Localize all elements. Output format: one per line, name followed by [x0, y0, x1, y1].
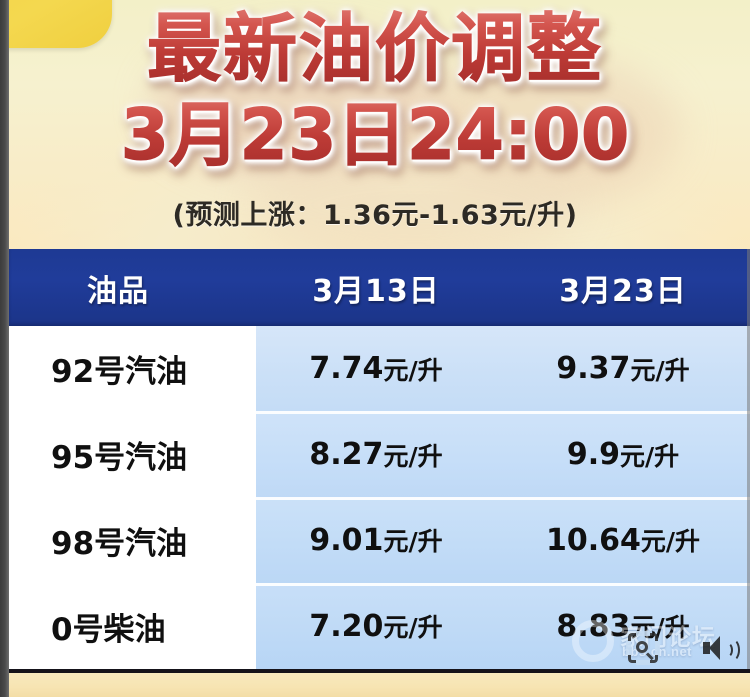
price-value: 8.83 — [556, 608, 631, 644]
table-body: 92号汽油 7.74 元/升 9.37 元/升 95号汽油 8.27 元/升 9… — [9, 326, 750, 669]
price-unit: 元/升 — [383, 527, 443, 557]
price-unit: 元/升 — [383, 355, 443, 385]
price-value: 9.01 — [309, 522, 384, 558]
cell-fuel-name: 95号汽油 — [9, 411, 256, 498]
capture-edge-left — [0, 0, 9, 697]
poster-title-group: 最新油价调整 3月23日24:00 — [0, 0, 750, 171]
column-header-date-new: 3月23日 — [559, 273, 687, 309]
price-value: 8.27 — [309, 437, 384, 473]
banner-blur-blob — [250, 150, 580, 249]
crop-gap — [655, 641, 660, 655]
price-value: 9.9 — [566, 437, 620, 473]
price-unit: 元/升 — [383, 441, 443, 471]
price-unit: 元/升 — [630, 613, 690, 643]
poster-banner — [0, 0, 750, 249]
cell-price-old: 9.01 元/升 — [256, 497, 496, 584]
cell-price-old: 7.20 元/升 — [256, 583, 496, 669]
speaker-wave — [723, 638, 740, 662]
price-value: 7.20 — [309, 608, 384, 644]
row-divider — [256, 497, 750, 500]
crop-icon[interactable] — [626, 631, 660, 665]
row-divider — [256, 411, 750, 414]
crop-gap — [636, 631, 650, 636]
cell-price-old: 7.74 元/升 — [256, 326, 496, 412]
price-value: 7.74 — [309, 351, 384, 387]
speaker-icon[interactable] — [702, 633, 740, 663]
poster-subtitle: (预测上涨：1.36元-1.63元/升) — [172, 200, 578, 231]
crop-gap — [626, 641, 631, 655]
cell-price-old: 8.27 元/升 — [256, 411, 496, 498]
price-unit: 元/升 — [640, 527, 701, 557]
cell-price-new: 8.83 元/升 — [496, 583, 750, 669]
crop-lens-circle — [636, 641, 648, 653]
table-row: 0号柴油 7.20 元/升 8.83 元/升 — [9, 583, 750, 669]
column-header-date-old: 3月13日 — [312, 273, 440, 309]
table-row: 98号汽油 9.01 元/升 10.64 元/升 — [9, 497, 750, 584]
corner-yellow-card — [0, 0, 112, 48]
cell-price-new: 9.37 元/升 — [496, 326, 750, 412]
price-unit: 元/升 — [383, 613, 443, 643]
speaker-body — [703, 642, 710, 654]
cell-fuel-name: 92号汽油 — [9, 326, 256, 412]
price-value: 10.64 — [545, 522, 641, 558]
price-unit: 元/升 — [620, 441, 680, 471]
poster-title-line-1: 最新油价调整 — [0, 0, 750, 87]
crop-gap — [636, 660, 650, 665]
column-header-fuel: 油品 — [87, 273, 149, 309]
bottom-strip — [9, 669, 750, 697]
price-value: 9.37 — [556, 351, 631, 387]
poster-title-line-2: 3月23日24:00 — [0, 86, 750, 171]
table-header-row: 油品 3月13日 3月23日 — [9, 249, 750, 326]
overlay-icon-bar — [626, 631, 740, 665]
cell-price-new: 10.64 元/升 — [496, 497, 750, 584]
fuel-price-table: 油品 3月13日 3月23日 92号汽油 7.74 元/升 9.37 元/升 9… — [9, 249, 750, 669]
capture-edge-right — [747, 249, 750, 669]
speaker-cone — [709, 636, 720, 660]
table-row: 92号汽油 7.74 元/升 9.37 元/升 — [9, 326, 750, 412]
table-row: 95号汽油 8.27 元/升 9.9 元/升 — [9, 411, 750, 498]
row-divider — [256, 583, 750, 586]
price-unit: 元/升 — [630, 355, 690, 385]
cell-fuel-name: 0号柴油 — [9, 583, 256, 669]
cell-price-new: 9.9 元/升 — [496, 411, 750, 498]
cell-fuel-name: 98号汽油 — [9, 497, 256, 584]
